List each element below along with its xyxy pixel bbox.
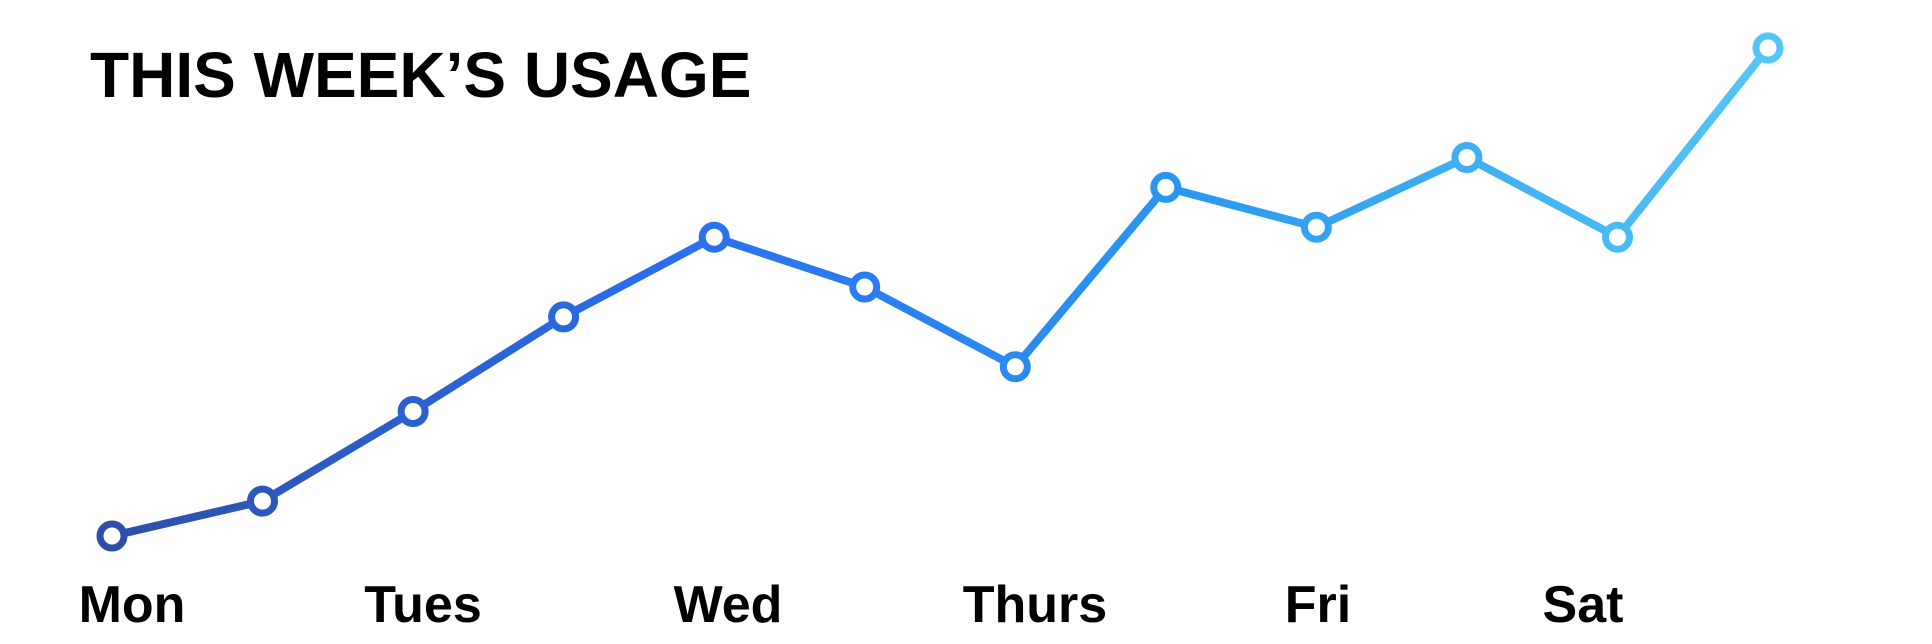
x-tick-label-wed: Wed [674,576,783,634]
data-point-4 [698,221,730,253]
series-line [108,44,1772,540]
data-point-6 [999,351,1031,383]
data-point-2 [397,396,429,427]
x-tick-label-sat: Sat [1543,576,1624,634]
data-point-10 [1602,221,1633,253]
x-tick-label-tues: Tues [364,576,482,634]
plot-area [96,32,1784,552]
x-tick-label-fri: Fri [1285,576,1351,634]
x-tick-label-thurs: Thurs [963,576,1107,634]
data-point-5 [849,271,881,303]
data-markers [96,32,1784,552]
data-point-3 [548,301,580,333]
data-point-0 [96,520,128,552]
x-tick-label-mon: Mon [79,576,186,634]
chart-title: THIS WEEK’S USAGE [90,39,751,111]
data-point-7 [1150,171,1182,203]
data-point-11 [1752,32,1784,64]
data-point-9 [1451,142,1483,173]
data-point-8 [1300,211,1332,243]
data-point-1 [247,485,278,517]
x-axis: Mon Tues Wed Thurs Fri Sat [79,576,1624,634]
